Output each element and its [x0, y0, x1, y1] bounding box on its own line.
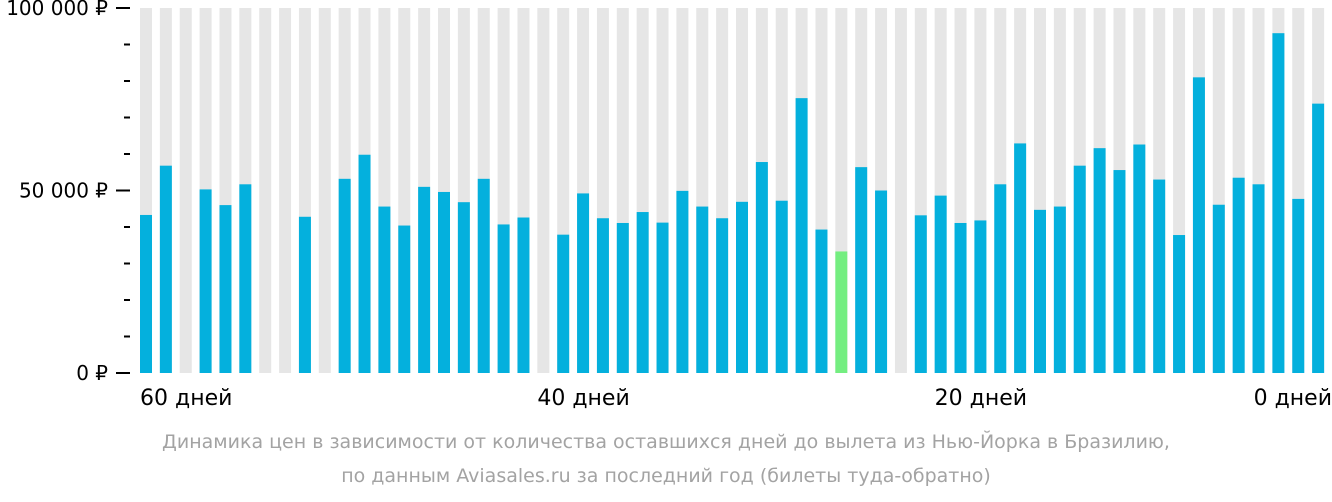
bar [358, 154, 371, 373]
bar [755, 162, 768, 373]
bar [775, 200, 788, 373]
bar [1252, 184, 1265, 373]
bar [398, 225, 411, 373]
bar [656, 222, 669, 373]
y-tick-label: 0 ₽ [76, 361, 108, 385]
column-bg [179, 8, 192, 373]
bar-series [140, 33, 1325, 374]
bar [676, 190, 689, 373]
bar [596, 218, 609, 373]
bar [914, 215, 927, 373]
column-bg [894, 8, 907, 373]
bar [716, 218, 729, 373]
column-bg [318, 8, 331, 373]
bar [477, 178, 490, 373]
chart-caption-line-2: по данным Aviasales.ru за последний год … [341, 465, 991, 487]
x-tick-label: 20 дней [935, 386, 1027, 411]
x-tick-label: 0 дней [1254, 386, 1332, 411]
bar [457, 202, 470, 373]
bar [438, 191, 450, 373]
price-chart: 100 000 ₽ 50 000 ₽ 0 ₽ 60 дней 40 дней 20 дн… [6, 0, 1332, 411]
bar [736, 201, 748, 373]
bar [378, 206, 391, 373]
bar [1153, 179, 1166, 373]
bar [1053, 206, 1066, 373]
bar [338, 178, 351, 373]
y-axis: 100 000 ₽ 50 000 ₽ 0 ₽ [6, 0, 130, 385]
bar [636, 212, 649, 373]
bar [577, 193, 590, 373]
x-tick-label: 60 дней [140, 386, 232, 411]
bar [974, 220, 987, 373]
bar [1113, 170, 1126, 373]
bar [140, 214, 152, 373]
bar [875, 190, 888, 373]
bar [1173, 235, 1186, 373]
bar [1292, 198, 1305, 373]
bar [517, 217, 530, 373]
column-bg [279, 8, 292, 373]
x-axis: 60 дней 40 дней 20 дней 0 дней [140, 386, 1332, 411]
chart-caption-line-1: Динамика цен в зависимости от количества… [162, 431, 1170, 453]
bar [934, 195, 947, 373]
bar [1312, 103, 1325, 373]
bar-highlight [835, 251, 848, 373]
bar [855, 167, 868, 373]
bar [696, 206, 709, 373]
x-tick-label: 40 дней [537, 386, 629, 411]
bar [1034, 209, 1046, 373]
bar [219, 205, 232, 373]
bar [815, 229, 828, 373]
bar [994, 184, 1007, 373]
column-bg [259, 8, 272, 373]
bar [1212, 204, 1225, 373]
y-tick-label: 100 000 ₽ [6, 0, 108, 20]
bar [1232, 177, 1245, 373]
bar [1133, 144, 1146, 373]
bar [418, 186, 431, 373]
bar [239, 184, 252, 373]
bar [199, 189, 212, 373]
bar [1073, 165, 1086, 373]
bar [298, 216, 311, 373]
bar [497, 224, 510, 373]
bar [1014, 143, 1027, 373]
bar [1192, 77, 1205, 373]
bar [954, 222, 967, 373]
bar [1272, 33, 1285, 374]
bar [795, 98, 808, 373]
bar [616, 222, 629, 373]
bar [557, 234, 570, 373]
bar [159, 165, 172, 373]
column-bg [537, 8, 550, 373]
bar [1093, 148, 1106, 373]
column-backgrounds [140, 8, 1325, 373]
y-tick-label: 50 000 ₽ [19, 179, 108, 203]
